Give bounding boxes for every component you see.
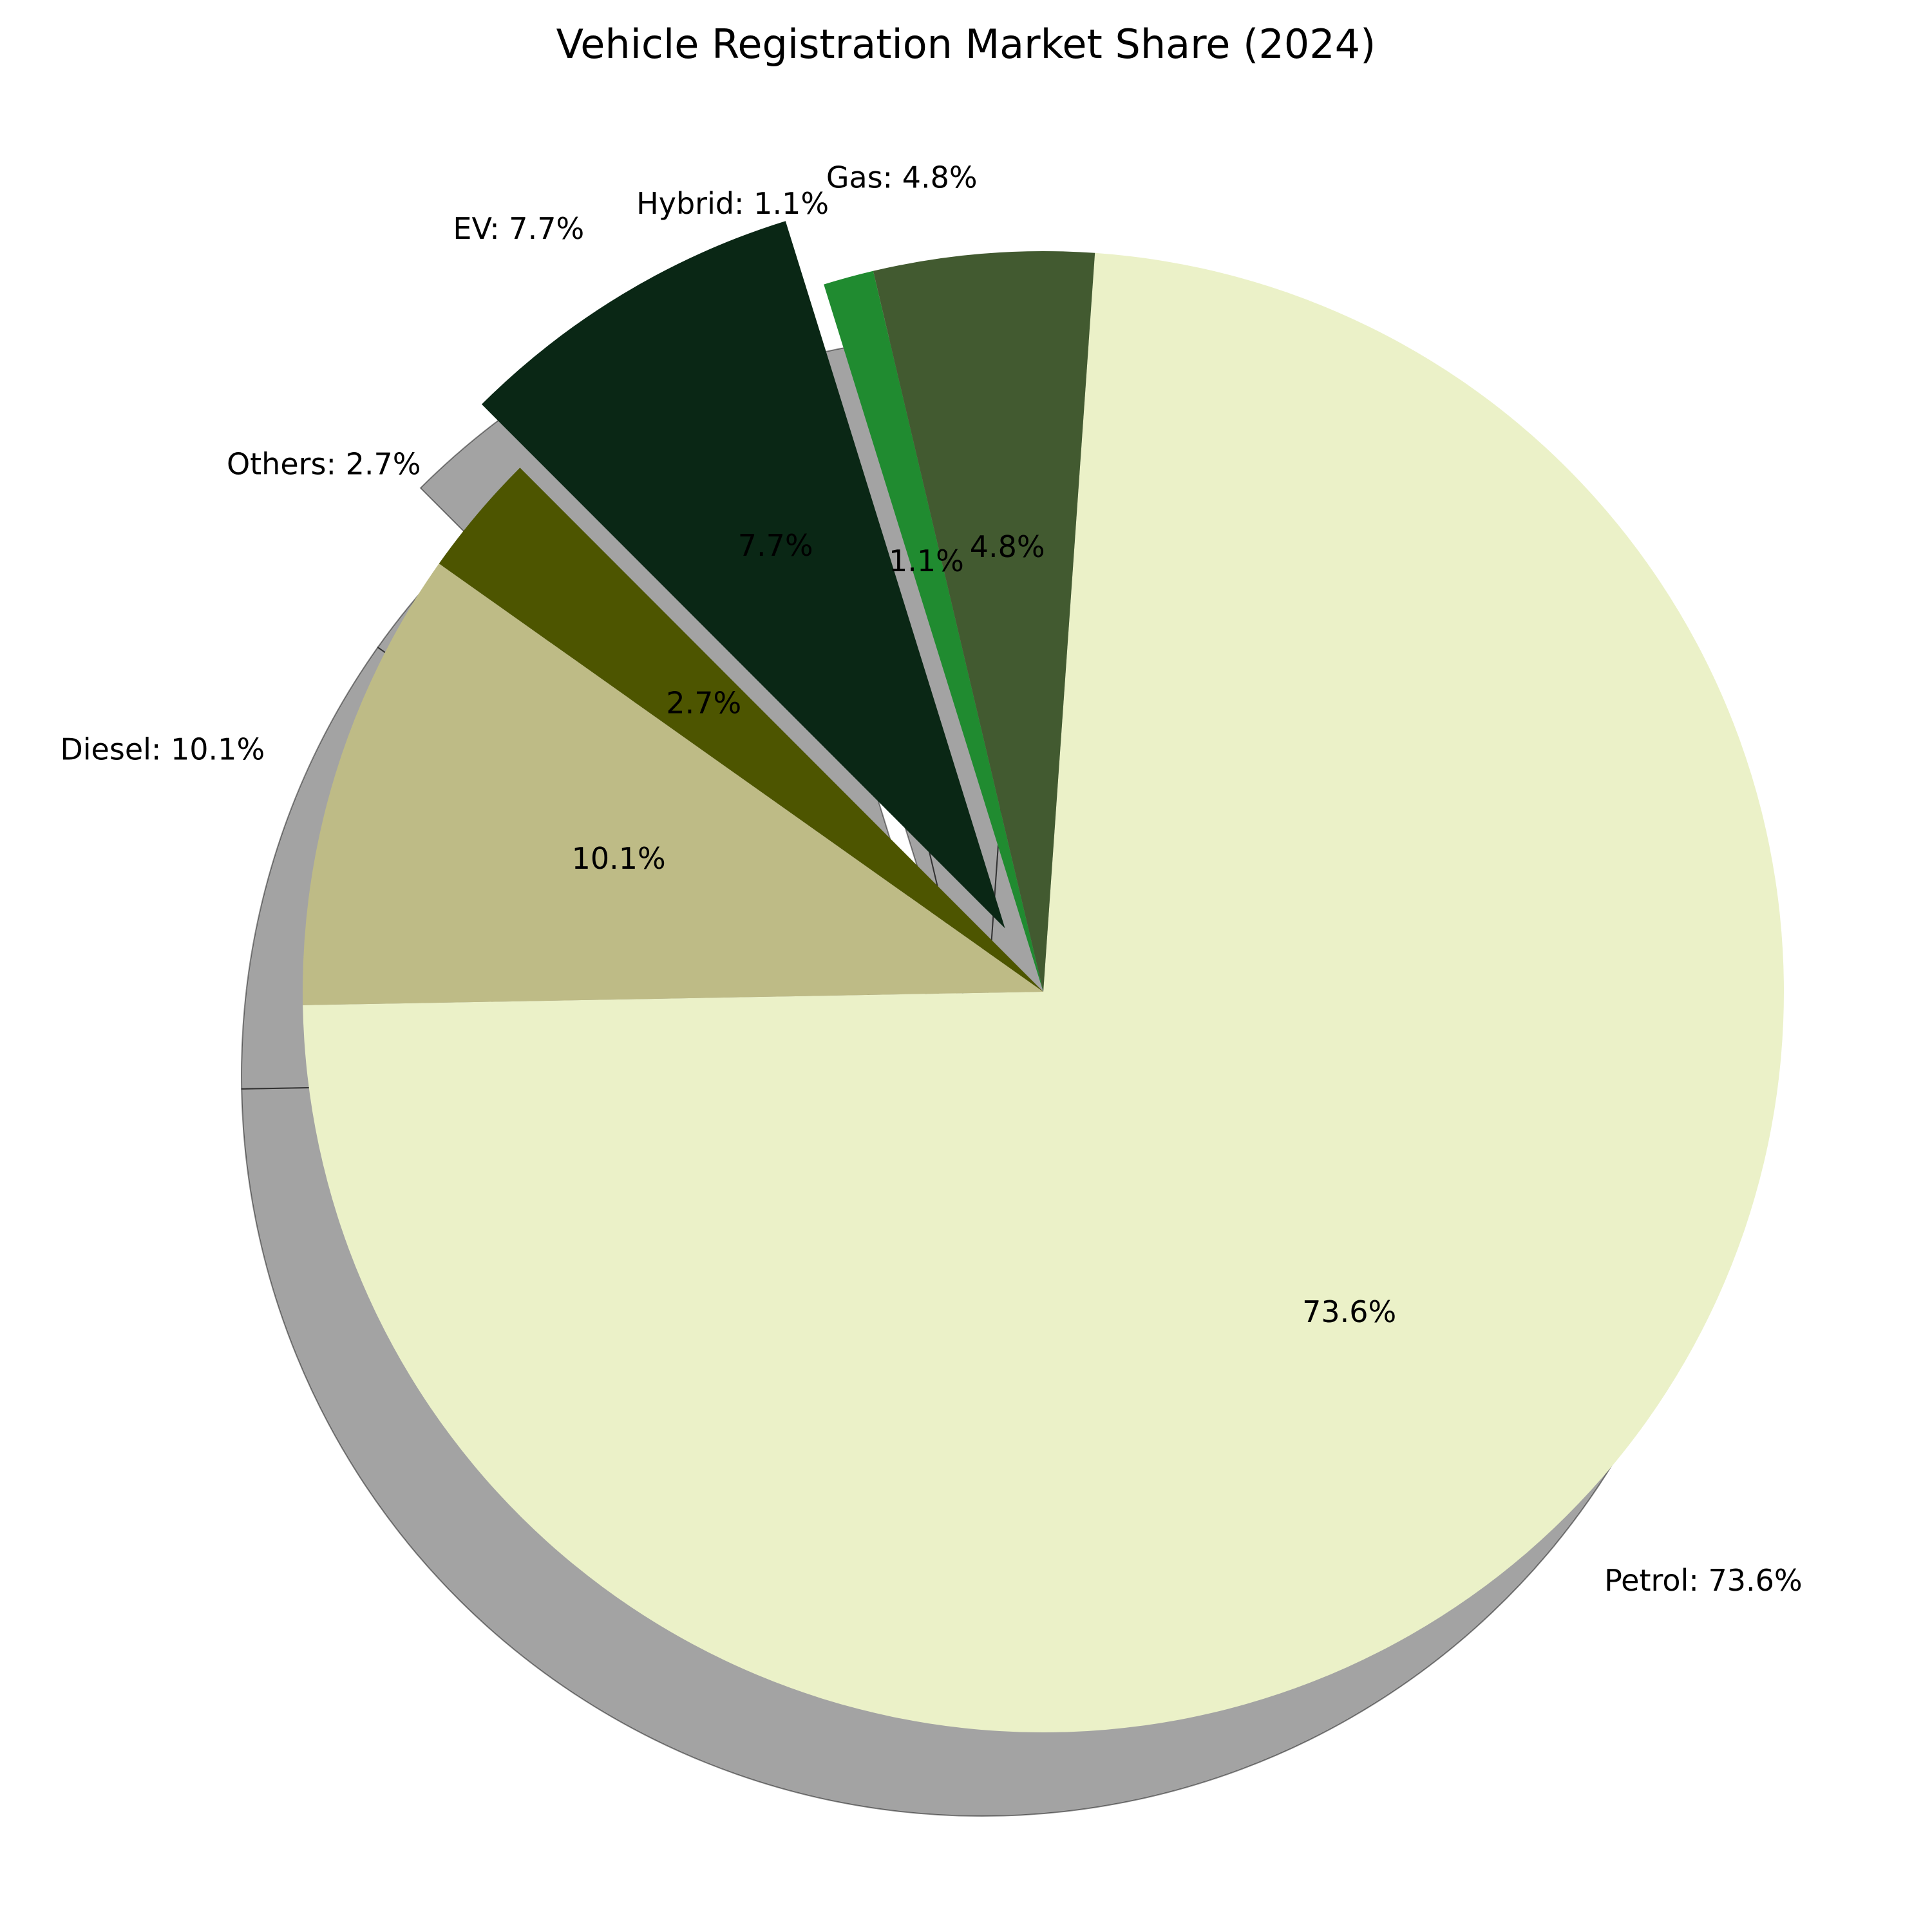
slice-pct-label-others: 2.7% (666, 685, 741, 720)
slice-label-ev: EV: 7.7% (453, 211, 584, 246)
slice-diesel (303, 564, 1043, 1005)
slice-label-petrol: Petrol: 73.6% (1604, 1563, 1803, 1598)
slice-pct-label-gas: 4.8% (970, 529, 1045, 564)
slice-pct-label-petrol: 73.6% (1302, 1294, 1396, 1329)
slice-label-hybrid: Hybrid: 1.1% (636, 186, 829, 221)
pie-slices (303, 221, 1784, 1733)
slice-pct-label-diesel: 10.1% (572, 841, 666, 876)
slice-ev (481, 221, 1005, 929)
slice-others (439, 468, 1043, 992)
slice-label-others: Others: 2.7% (227, 446, 421, 481)
slice-labels: Petrol: 73.6% 73.6% Diesel: 10.1% 10.1% Othe… (60, 160, 1802, 1598)
slice-label-gas: Gas: 4.8% (826, 160, 978, 195)
chart-title: Vehicle Registration Market Share (2024) (556, 21, 1376, 68)
slice-label-diesel: Diesel: 10.1% (60, 732, 265, 767)
slice-pct-label-hybrid: 1.1% (889, 544, 964, 578)
slice-gas (873, 251, 1095, 992)
slice-hybrid (824, 270, 1043, 992)
slice-pct-label-ev: 7.7% (738, 528, 813, 563)
slice-petrol (303, 252, 1784, 1733)
